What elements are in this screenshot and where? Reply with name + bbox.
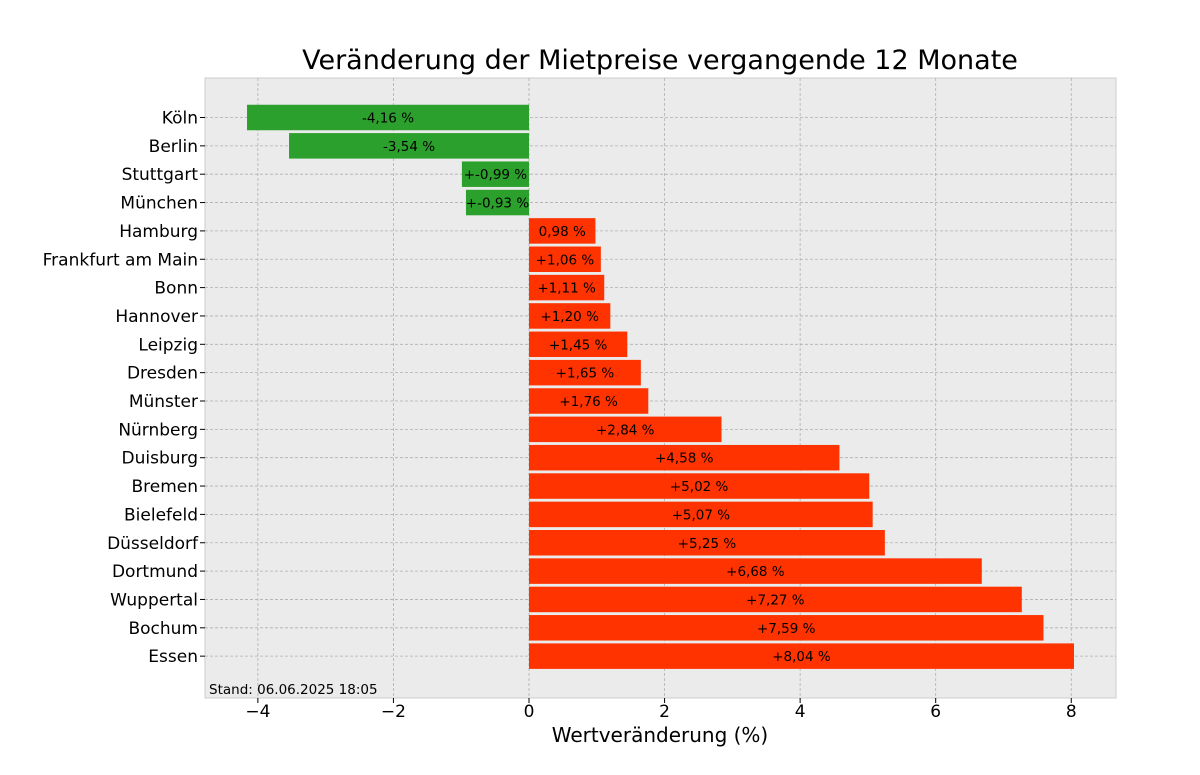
chart-title: Veränderung der Mietpreise vergangende 1… xyxy=(302,45,1018,76)
bar xyxy=(529,558,982,584)
bar-value-label: +1,06 % xyxy=(536,252,595,268)
y-tick-label: Duisburg xyxy=(122,449,199,469)
x-tick-label: 0 xyxy=(524,702,535,722)
bar xyxy=(289,133,530,159)
bar xyxy=(529,643,1074,669)
y-tick-label: Köln xyxy=(162,109,198,129)
y-axis-ticks: Köln Berlin Stuttgart München Hamburg Frankfu… xyxy=(43,109,205,667)
y-tick-label: Nürnberg xyxy=(118,420,198,440)
y-tick-label: Hamburg xyxy=(119,222,198,242)
bar-labels: -4,16 % -3,54 % +-0,99 % +-0,93 % 0,98 % +1,0… xyxy=(362,111,831,666)
y-tick-label: Hannover xyxy=(115,307,198,327)
bar-value-label: +6,68 % xyxy=(726,564,785,580)
bar xyxy=(529,331,628,358)
bar xyxy=(529,359,641,386)
y-tick-label: Düsseldorf xyxy=(107,534,199,554)
bar-value-label: +1,11 % xyxy=(537,281,596,297)
y-tick-label: Dortmund xyxy=(112,562,198,582)
x-axis-label: Wertveränderung (%) xyxy=(552,723,769,747)
bar xyxy=(529,586,1022,613)
y-tick-label: München xyxy=(120,194,198,214)
bar-value-label: -4,16 % xyxy=(362,111,414,127)
timestamp-footnote: Stand: 06.06.2025 18:05 xyxy=(209,682,378,698)
bar xyxy=(529,501,873,528)
bar-value-label: +5,07 % xyxy=(672,507,731,523)
bar xyxy=(465,189,530,216)
bar-value-label: +-0,99 % xyxy=(464,167,528,183)
bar xyxy=(529,530,885,556)
y-tick-label: Leipzig xyxy=(138,335,198,355)
bar-value-label: +1,45 % xyxy=(549,337,608,353)
bar xyxy=(529,218,596,244)
x-tick-label: −4 xyxy=(245,702,270,722)
bar xyxy=(529,416,722,443)
bar-value-label: +1,65 % xyxy=(556,366,615,382)
bar xyxy=(529,444,840,471)
x-tick-label: 6 xyxy=(930,702,941,722)
x-tick-label: 2 xyxy=(659,702,670,722)
bar-value-label: +4,58 % xyxy=(655,451,714,467)
x-tick-label: 4 xyxy=(795,702,806,722)
bar-value-label: +2,84 % xyxy=(596,422,655,438)
x-tick-label: 8 xyxy=(1066,702,1077,722)
bar-value-label: +8,04 % xyxy=(772,649,831,665)
y-tick-label: Frankfurt am Main xyxy=(43,250,198,270)
bar-value-label: +7,59 % xyxy=(757,621,816,637)
y-tick-label: Bonn xyxy=(154,279,198,299)
bar xyxy=(247,104,530,131)
bar xyxy=(461,161,530,187)
bar xyxy=(529,473,870,499)
bar-value-label: +5,02 % xyxy=(670,479,729,495)
y-tick-label: Bielefeld xyxy=(124,505,198,525)
x-tick-label: −2 xyxy=(381,702,406,722)
bar xyxy=(529,274,605,301)
y-tick-label: Berlin xyxy=(149,137,198,157)
y-tick-label: Bremen xyxy=(131,477,198,497)
bar-value-label: +5,25 % xyxy=(678,536,737,552)
bar-value-label: -3,54 % xyxy=(383,139,435,155)
y-tick-label: Münster xyxy=(129,392,198,412)
bar-value-label: 0,98 % xyxy=(539,224,586,240)
y-tick-label: Stuttgart xyxy=(122,165,199,185)
y-tick-label: Essen xyxy=(148,647,198,667)
bars xyxy=(247,104,1074,669)
bar xyxy=(529,246,601,272)
y-tick-label: Wuppertal xyxy=(110,590,198,610)
bar xyxy=(529,303,611,329)
x-axis-ticks: −4 −2 0 2 4 6 8 xyxy=(245,698,1077,722)
bar xyxy=(529,615,1044,641)
y-tick-label: Dresden xyxy=(127,364,198,384)
bar-value-label: +1,76 % xyxy=(559,394,618,410)
bar-value-label: +-0,93 % xyxy=(466,196,530,212)
bar xyxy=(529,388,649,414)
y-tick-label: Bochum xyxy=(128,619,198,639)
bar-value-label: +7,27 % xyxy=(746,592,805,608)
bar-value-label: +1,20 % xyxy=(540,309,599,325)
